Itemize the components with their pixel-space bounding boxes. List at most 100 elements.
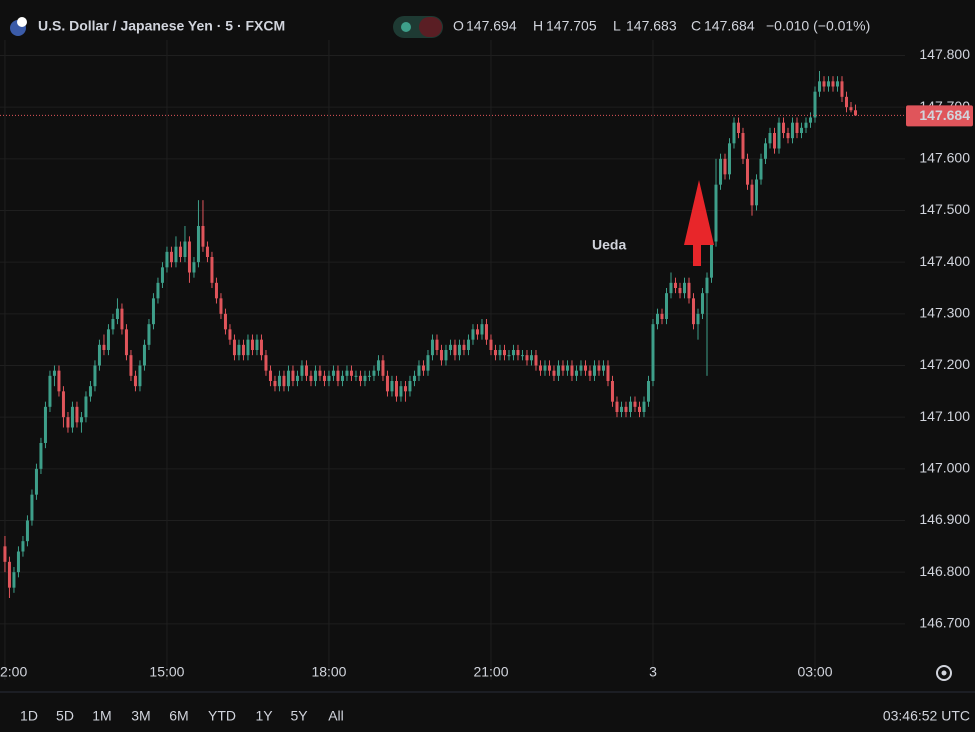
candle-body xyxy=(723,158,727,175)
candle-body xyxy=(597,365,601,371)
candle-body xyxy=(714,184,718,242)
range-button[interactable]: 1M xyxy=(92,708,111,724)
candle-body xyxy=(718,158,722,185)
legend-value: 147.684 xyxy=(704,18,755,34)
candle-body xyxy=(471,329,475,340)
candle-body xyxy=(687,282,691,299)
candle-body xyxy=(682,282,686,294)
candle-body xyxy=(331,370,335,376)
candle-body xyxy=(835,81,839,87)
candle-body xyxy=(399,386,403,397)
candle-body xyxy=(831,81,835,87)
candle-body xyxy=(39,443,43,469)
status-dot xyxy=(401,22,411,32)
candle-body xyxy=(345,370,349,376)
candle-body xyxy=(408,381,412,392)
candle-body xyxy=(849,107,853,111)
candle-body xyxy=(736,122,740,133)
y-tick-label: 146.700 xyxy=(919,615,970,631)
candle-body xyxy=(403,386,407,392)
candle-body xyxy=(421,365,425,371)
candle-body xyxy=(637,406,641,412)
chart-title: U.S. Dollar / Japanese Yen · 5 · FXCM xyxy=(38,18,285,34)
candle-body xyxy=(142,344,146,366)
candle-body xyxy=(574,370,578,376)
candle-body xyxy=(394,381,398,397)
candle-body xyxy=(165,251,169,268)
candle-body xyxy=(313,370,317,381)
candle-body xyxy=(295,375,299,381)
candle-body xyxy=(439,350,443,361)
candle-body xyxy=(507,355,511,357)
candle-body xyxy=(498,350,502,356)
candle-body xyxy=(790,122,794,139)
candle-body xyxy=(61,391,65,418)
candle-body xyxy=(237,344,241,356)
settings-icon[interactable] xyxy=(936,665,952,681)
candle-body xyxy=(358,375,362,381)
candle-body xyxy=(138,365,142,387)
candle-body xyxy=(7,561,11,588)
x-tick-label: 3 xyxy=(649,664,657,680)
candle-body xyxy=(174,246,178,263)
candle-body xyxy=(696,313,700,325)
candle-body xyxy=(840,81,844,97)
candle-body xyxy=(678,288,682,294)
candle-body xyxy=(754,179,758,206)
candle-body xyxy=(192,262,196,273)
x-tick-label: 18:00 xyxy=(311,664,346,680)
candle-body xyxy=(300,365,304,376)
candle-body xyxy=(291,370,295,381)
candle-body xyxy=(628,401,632,412)
candle-body xyxy=(543,365,547,371)
range-button[interactable]: 1D xyxy=(20,708,38,724)
candle-body xyxy=(651,324,655,381)
candle-body xyxy=(214,282,218,299)
candle-body xyxy=(246,339,250,356)
range-button[interactable]: All xyxy=(328,708,344,724)
candle-body xyxy=(390,381,394,392)
candle-body xyxy=(183,241,187,257)
legend-label: O xyxy=(453,18,464,34)
y-tick-label: 147.000 xyxy=(919,460,970,476)
candle-body xyxy=(340,375,344,381)
range-button[interactable]: 3M xyxy=(131,708,150,724)
candle-body xyxy=(268,370,272,381)
candle-body xyxy=(853,110,857,116)
range-button[interactable]: YTD xyxy=(208,708,236,724)
candle-body xyxy=(52,370,56,376)
candle-body xyxy=(336,370,340,381)
candle-body xyxy=(156,282,160,299)
candle-body xyxy=(709,241,713,278)
candle-body xyxy=(259,339,263,356)
x-tick-label: 21:00 xyxy=(473,664,508,680)
candle-body xyxy=(273,381,277,387)
candle-body xyxy=(570,365,574,376)
candle-body xyxy=(808,117,812,123)
candle-body xyxy=(178,246,182,257)
candle-body xyxy=(34,468,38,495)
legend-label: H xyxy=(533,18,543,34)
candle-body xyxy=(520,355,524,357)
range-button[interactable]: 5D xyxy=(56,708,74,724)
candle-body xyxy=(43,406,47,443)
candle-body xyxy=(327,375,331,381)
legend-label: L xyxy=(613,18,621,34)
candle-body xyxy=(565,365,569,371)
y-tick-label: 147.100 xyxy=(919,408,970,424)
clock: 03:46:52 UTC xyxy=(883,708,970,724)
candle-body xyxy=(430,339,434,356)
range-button[interactable]: 1Y xyxy=(255,708,273,724)
candle-body xyxy=(826,81,830,87)
candle-body xyxy=(817,81,821,92)
candle-body xyxy=(750,184,754,206)
candle-body xyxy=(25,520,29,542)
candle-body xyxy=(187,241,191,273)
candle-body xyxy=(75,406,79,423)
candle-body xyxy=(655,313,659,325)
candle-body xyxy=(615,401,619,412)
candle-body xyxy=(151,298,155,325)
range-button[interactable]: 5Y xyxy=(290,708,308,724)
candle-body xyxy=(129,355,133,376)
range-button[interactable]: 6M xyxy=(169,708,188,724)
